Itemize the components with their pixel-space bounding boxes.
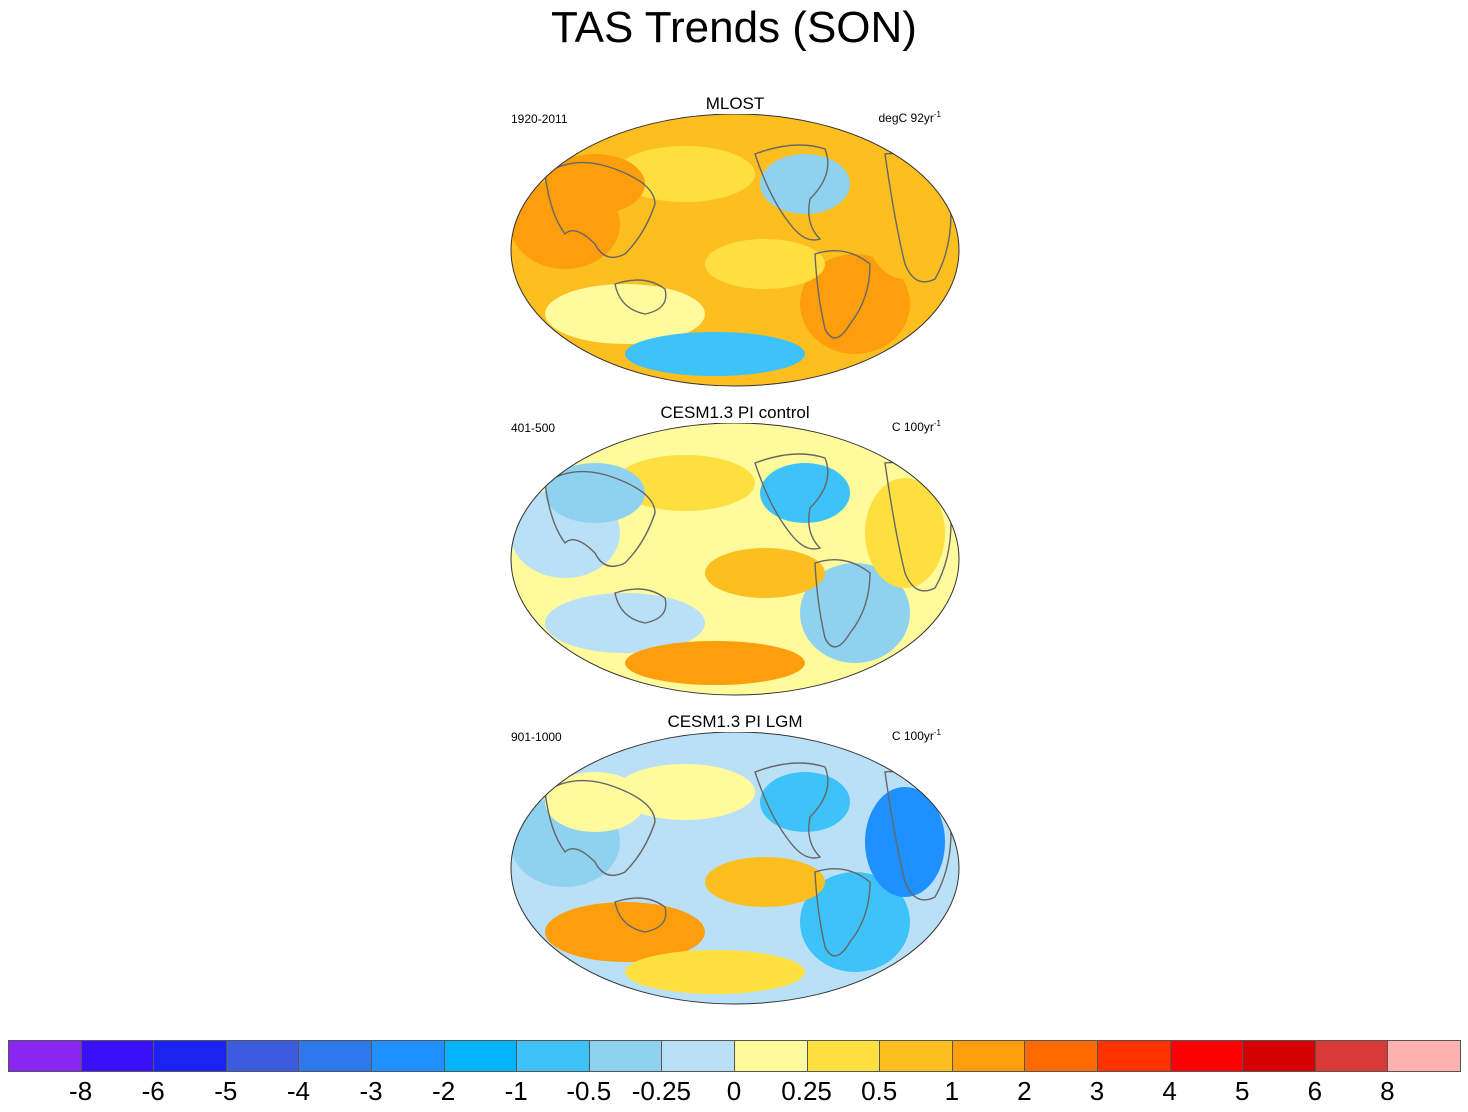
colorbar-box (1097, 1040, 1171, 1072)
colorbar-tick-label: 4 (1162, 1076, 1177, 1106)
trend-region (760, 154, 850, 214)
colorbar-box (1242, 1040, 1316, 1072)
colorbar-box (588, 1040, 663, 1072)
colorbar-box (443, 1040, 518, 1072)
panel-units: C 100yr-1 (891, 728, 941, 743)
coastline (614, 897, 667, 933)
colorbar-box (1169, 1040, 1244, 1072)
colorbar-tick-label: -2 (432, 1076, 456, 1106)
coastline (614, 588, 667, 624)
trend-region (625, 332, 805, 376)
colorbar-box (516, 1040, 590, 1072)
trend-region (705, 548, 825, 598)
trend-region (760, 772, 850, 832)
trend-region (865, 478, 945, 588)
trend-region (615, 764, 755, 820)
colorbar-box (80, 1040, 155, 1072)
trend-region (760, 463, 850, 523)
colorbar-tick-label: -6 (141, 1076, 165, 1106)
trend-region (625, 950, 805, 994)
panel-title: CESM1.3 PI LGM (667, 712, 803, 731)
trend-region (800, 872, 910, 972)
panel-period: 401-500 (511, 421, 556, 435)
colorbar-tick-label: 6 (1307, 1076, 1323, 1106)
coastline (814, 559, 871, 648)
panel-pi-lgm: CESM1.3 PI LGM 901-1000 C 100yr-1 (505, 712, 965, 1012)
colorbar-box (806, 1040, 881, 1072)
colorbar-box (153, 1040, 227, 1072)
trend-region (865, 169, 945, 279)
map-pi-control (510, 423, 960, 696)
trend-region (800, 563, 910, 663)
panel-units: degC 92yr-1 (878, 110, 942, 125)
colorbar-box (8, 1040, 82, 1072)
trend-region (545, 154, 645, 214)
colorbar-box (951, 1040, 1026, 1072)
colorbar-box (734, 1040, 808, 1072)
colorbar-tick-label: 5 (1234, 1076, 1250, 1106)
trend-region (545, 772, 645, 832)
coastline (614, 279, 667, 315)
map-border (510, 423, 960, 696)
colorbar-tick-label: -5 (214, 1076, 238, 1106)
colorbar-box (1314, 1040, 1389, 1072)
trend-region (625, 641, 805, 685)
colorbar-tick-label: 0.25 (781, 1076, 832, 1106)
trend-region (615, 455, 755, 511)
trend-region (705, 857, 825, 907)
coastline (814, 250, 871, 339)
colorbar-box (661, 1040, 735, 1072)
coastline (814, 868, 871, 957)
colorbar-box (371, 1040, 445, 1072)
trend-region (865, 787, 945, 897)
colorbar-tick-label: 0.5 (861, 1076, 898, 1106)
coastline (544, 470, 656, 567)
colorbar (8, 1040, 1461, 1072)
panel-period: 1920-2011 (511, 112, 568, 126)
map-pi-lgm (510, 732, 960, 1005)
colorbar-tick-label: -8 (69, 1076, 93, 1106)
colorbar-tick-label: -0.5 (566, 1076, 612, 1106)
trend-region (705, 239, 825, 289)
figure-title: TAS Trends (SON) (551, 3, 917, 52)
coastline (754, 762, 829, 859)
panel-title: MLOST (705, 94, 765, 113)
panel-pi-control: CESM1.3 PI control 401-500 C 100yr-1 (505, 403, 965, 703)
colorbar-tick-label: 2 (1017, 1076, 1032, 1106)
colorbar-tick-label: -4 (286, 1076, 310, 1106)
coastline (754, 453, 829, 550)
colorbar-box (298, 1040, 372, 1072)
panel-period: 901-1000 (511, 730, 562, 744)
colorbar-box (1387, 1040, 1461, 1072)
colorbar-tick-label: 8 (1380, 1076, 1395, 1106)
coastline (754, 144, 829, 241)
panel-title: CESM1.3 PI control (660, 403, 810, 422)
coastline (544, 161, 656, 258)
colorbar-tick-label: -3 (359, 1076, 383, 1106)
trend-region (800, 254, 910, 354)
colorbar-tick-label: -0.25 (631, 1076, 692, 1106)
map-mlost (510, 114, 960, 387)
map-border (510, 114, 960, 387)
trend-region (615, 146, 755, 202)
colorbar-tick-label: 3 (1089, 1076, 1105, 1106)
panel-mlost: MLOST 1920-2011 degC 92yr-1 (505, 94, 965, 394)
trend-region (545, 463, 645, 523)
colorbar-box (1024, 1040, 1098, 1072)
colorbar-box (879, 1040, 953, 1072)
colorbar-tick-label: 1 (944, 1076, 960, 1106)
colorbar-tick-label: 0 (726, 1076, 742, 1106)
panel-units: C 100yr-1 (891, 419, 941, 434)
coastline (544, 779, 656, 876)
colorbar-box (225, 1040, 300, 1072)
colorbar-tick-label: -1 (504, 1076, 528, 1106)
map-border (510, 732, 960, 1005)
